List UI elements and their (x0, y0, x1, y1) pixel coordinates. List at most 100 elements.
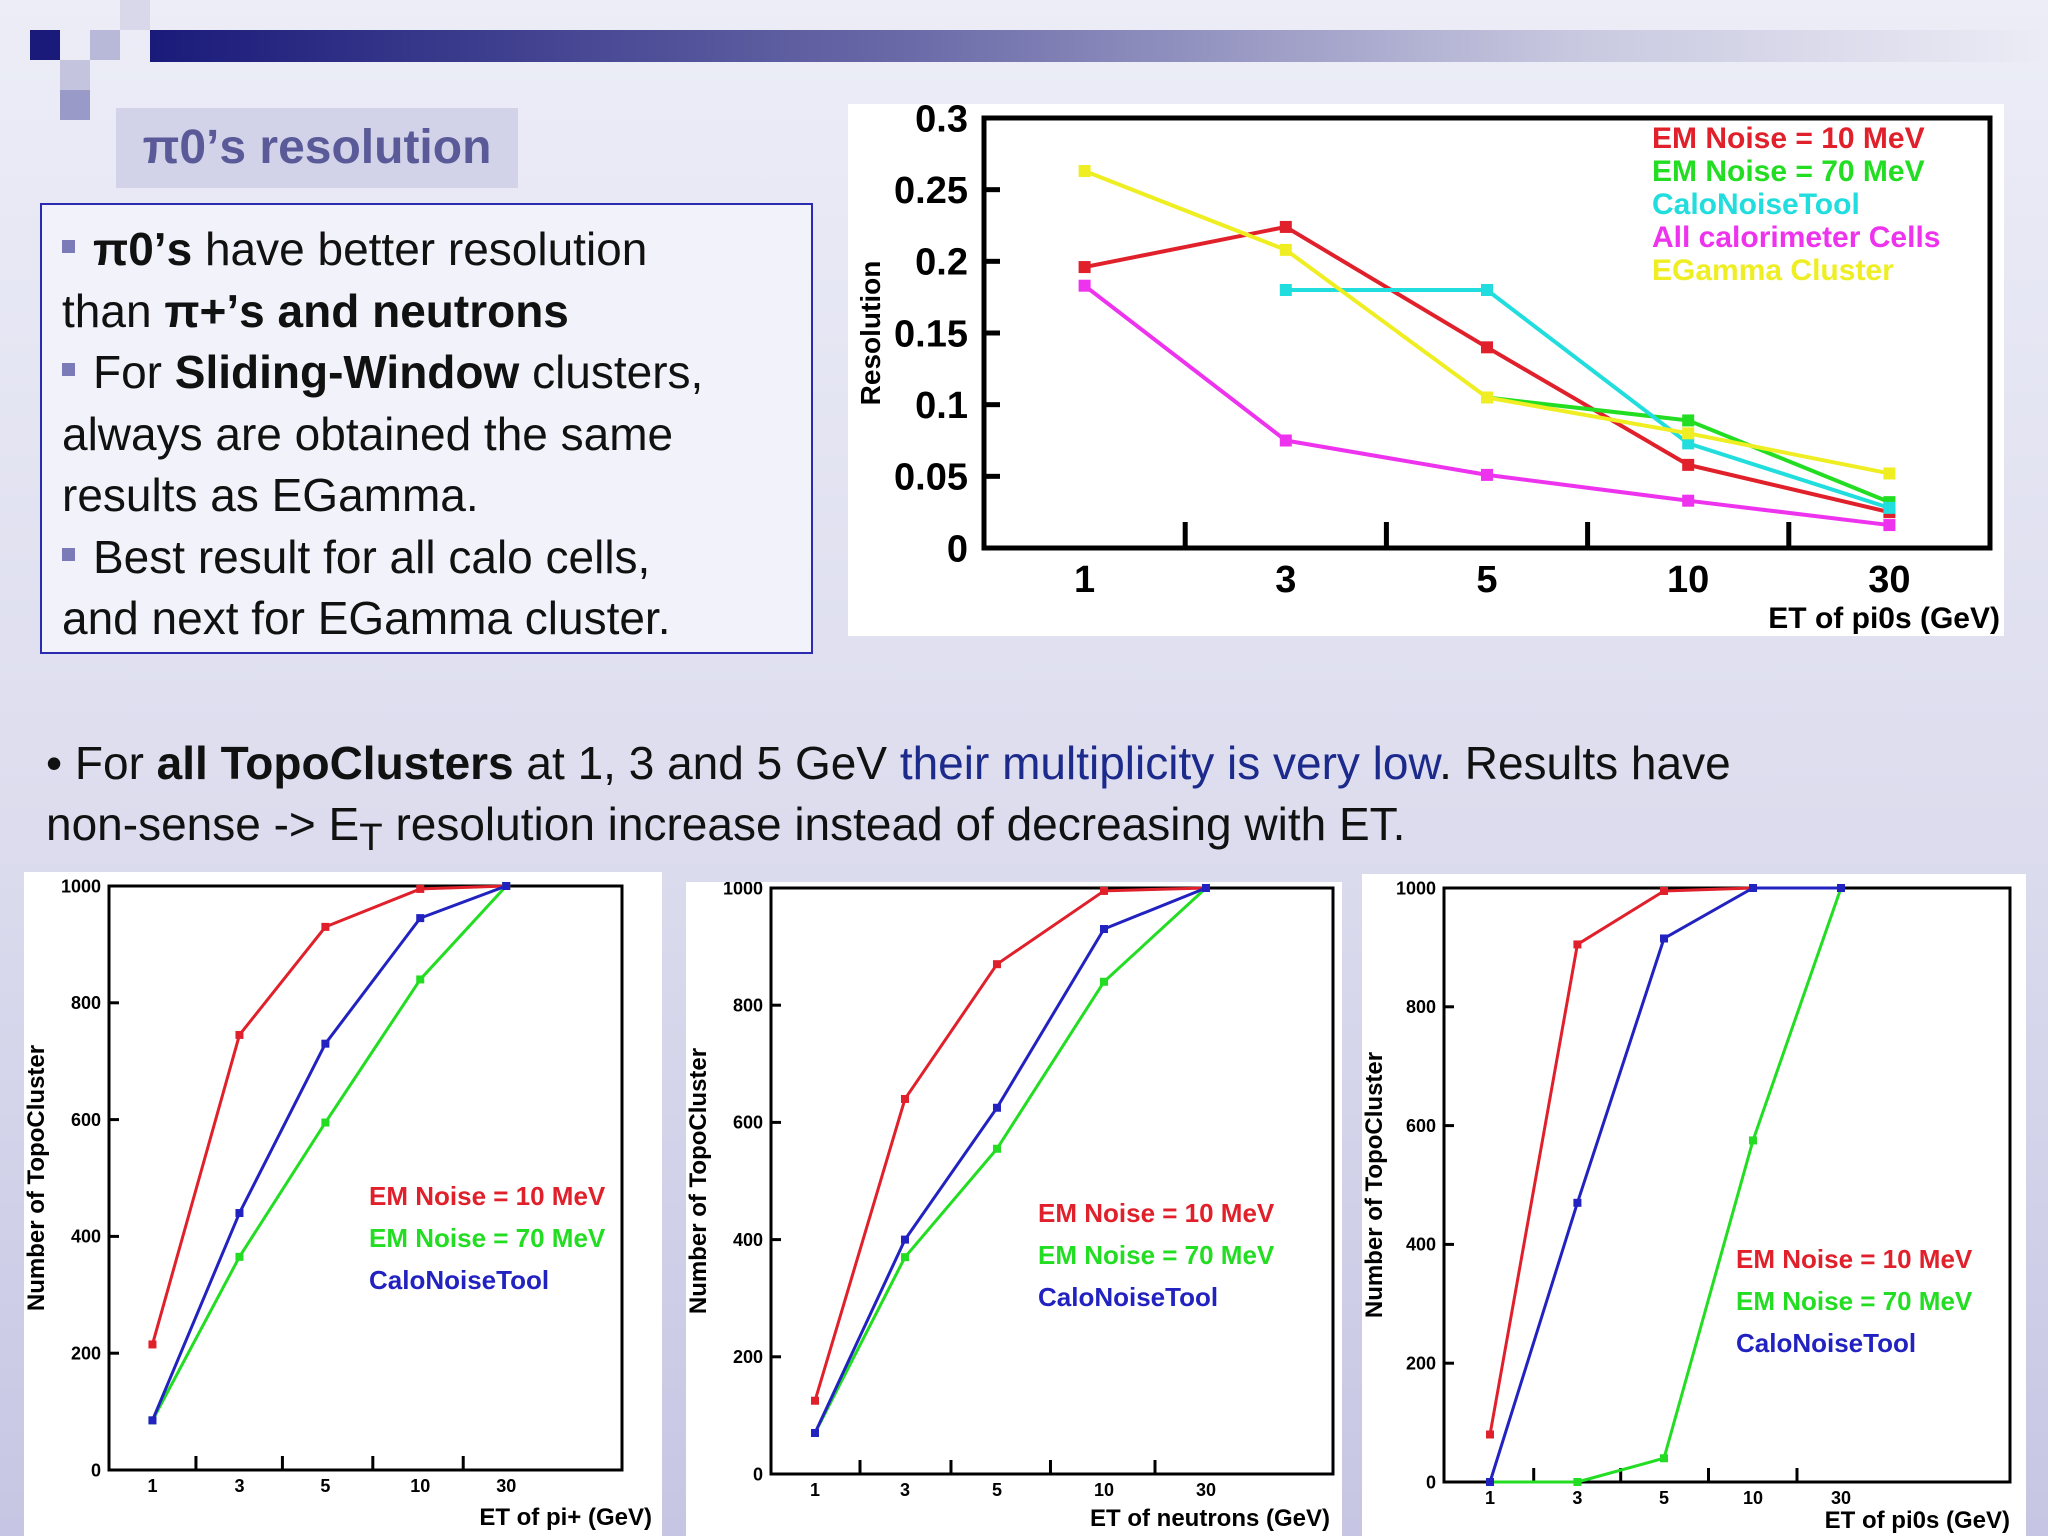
y-tick-label: 0.3 (915, 104, 968, 140)
bullet-text: than (62, 284, 165, 337)
data-point (811, 1396, 820, 1405)
deco-square (90, 30, 120, 60)
series-line (1488, 886, 1841, 1483)
data-point (1682, 427, 1695, 440)
bullet-text: For (93, 346, 175, 398)
y-axis-label: Number of TopoCluster (686, 1048, 712, 1314)
data-point (1883, 467, 1896, 480)
x-tick-label: 10 (410, 1476, 430, 1496)
x-tick-label: 30 (1196, 1480, 1216, 1500)
data-point (992, 960, 1001, 969)
data-point (1660, 886, 1669, 895)
y-tick-label: 0.1 (915, 385, 968, 427)
plot-frame (1442, 886, 2012, 1484)
note-highlight: their multiplicity is very low (899, 737, 1440, 789)
data-point (1078, 261, 1091, 274)
bullet-bold: Sliding-Window (174, 346, 520, 398)
y-tick-label: 0.2 (915, 242, 968, 284)
deco-square (120, 0, 150, 30)
x-axis-label: ET of pi0s (GeV) (1768, 602, 2000, 635)
y-tick-label: 1000 (61, 876, 101, 896)
y-tick-label: 1000 (723, 882, 763, 898)
legend-entry: EM Noise = 10 MeV (1736, 1244, 1973, 1274)
bullet-text: have better resolution (192, 223, 648, 275)
data-point (1682, 437, 1695, 450)
y-tick-label: 600 (71, 1110, 101, 1130)
y-tick-label: 0.25 (894, 170, 968, 212)
y-axis-label: Resolution (855, 261, 886, 406)
data-point (1682, 414, 1695, 427)
x-axis-label: ET of neutrons (GeV) (1090, 1505, 1330, 1532)
topocluster-pi-plus-chart: 0 200 400 600 800 1000 1 3 5 10 30 ET of pi+ (GeV) N… (24, 872, 662, 1536)
legend-entry: EM Noise = 70 MeV (369, 1223, 606, 1253)
data-point (1573, 1478, 1582, 1486)
plot-frame (107, 884, 624, 1472)
legend-entry: EM Noise = 10 MeV (369, 1181, 606, 1211)
deco-square (60, 60, 90, 90)
data-point (1573, 1198, 1582, 1207)
data-point (148, 1416, 157, 1425)
data-point (235, 1209, 244, 1218)
y-axis-label: Number of TopoCluster (1362, 1052, 1388, 1318)
y-tick-label: 200 (1406, 1354, 1436, 1374)
data-point (1279, 243, 1292, 256)
y-tick-label: 400 (733, 1230, 763, 1250)
data-point (148, 1340, 157, 1349)
data-point (992, 1144, 1001, 1153)
data-point (1883, 501, 1896, 514)
data-point (1099, 977, 1108, 986)
data-point (1481, 284, 1493, 296)
data-point (900, 1253, 909, 1262)
x-tick-label: 3 (234, 1476, 244, 1496)
data-point (1748, 1136, 1757, 1145)
data-point (1682, 494, 1695, 507)
data-point (1660, 934, 1669, 943)
x-tick-label: 30 (1831, 1488, 1851, 1508)
bullet-square-icon (62, 363, 75, 377)
y-tick-label: 1000 (1396, 878, 1436, 898)
data-point (1883, 519, 1896, 532)
deco-square (30, 30, 60, 60)
series-line (1083, 284, 1890, 528)
y-tick-label: 200 (71, 1344, 101, 1364)
y-tick-label: 0 (1426, 1472, 1436, 1492)
data-point (1099, 925, 1108, 934)
series-line (813, 886, 1208, 1434)
y-tick-label: 0.15 (894, 313, 968, 355)
bullet-line: and next for EGamma cluster. (62, 592, 671, 644)
x-tick-label: 5 (992, 1480, 1002, 1500)
x-tick-label: 3 (900, 1480, 910, 1500)
data-point (1486, 1478, 1495, 1486)
data-point (235, 1030, 244, 1039)
note-text: non-sense -> E (46, 798, 360, 850)
legend-entry: CaloNoiseTool (1736, 1328, 1916, 1358)
data-point (1748, 884, 1757, 892)
legend-entry: EM Noise = 70 MeV (1038, 1240, 1275, 1270)
x-tick-label: 30 (1868, 559, 1910, 601)
x-tick-label: 10 (1743, 1488, 1763, 1508)
data-point (1660, 1454, 1669, 1463)
note-text: . Results have (1439, 737, 1731, 789)
legend-entry: CaloNoiseTool (1038, 1282, 1218, 1312)
x-tick-label: 3 (1275, 559, 1296, 601)
y-tick-label: 600 (733, 1113, 763, 1133)
x-tick-label: 5 (1659, 1488, 1669, 1508)
data-point (416, 975, 425, 984)
data-point (235, 1252, 244, 1261)
topocluster-pi-plus-chart-svg: 0 200 400 600 800 1000 1 3 5 10 30 ET of pi+ (GeV) N… (24, 876, 652, 1531)
legend-entry: CaloNoiseTool (1652, 188, 1860, 221)
x-tick-label: 1 (1485, 1488, 1495, 1508)
data-point (416, 914, 425, 923)
deco-square (60, 90, 90, 120)
data-point (1099, 886, 1108, 895)
data-point (1279, 284, 1292, 296)
data-point (900, 1094, 909, 1103)
x-tick-label: 5 (1476, 559, 1497, 601)
y-tick-label: 600 (1406, 1116, 1436, 1136)
resolution-chart: 0 0.05 0.1 0.15 0.2 0.25 0.3 1 3 5 10 30 ET of pi0s … (848, 104, 2004, 636)
series-line (1285, 288, 1891, 510)
data-point (992, 1103, 1001, 1112)
topocluster-neutrons-chart-svg: 0 200 400 600 800 1000 1 3 5 10 30 ET of neutrons (… (686, 882, 1335, 1532)
bullet-bold: π0’s (93, 223, 193, 275)
y-tick-label: 400 (71, 1227, 101, 1247)
